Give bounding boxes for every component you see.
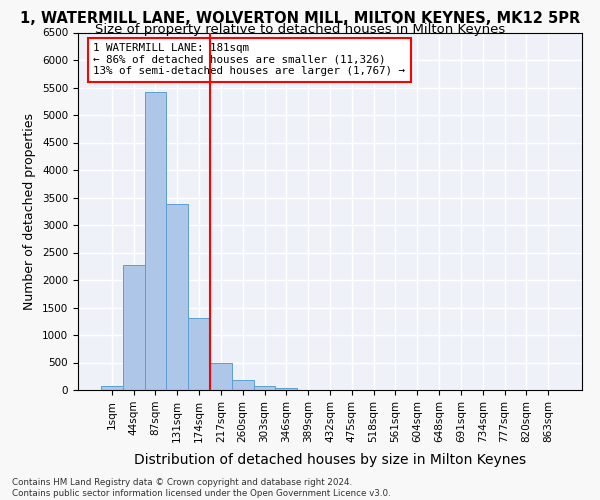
Text: 1, WATERMILL LANE, WOLVERTON MILL, MILTON KEYNES, MK12 5PR: 1, WATERMILL LANE, WOLVERTON MILL, MILTO… bbox=[20, 11, 580, 26]
Text: Size of property relative to detached houses in Milton Keynes: Size of property relative to detached ho… bbox=[95, 22, 505, 36]
Bar bbox=[123, 265, 145, 390]
Bar bbox=[101, 386, 123, 390]
Text: 1 WATERMILL LANE: 181sqm
← 86% of detached houses are smaller (11,326)
13% of se: 1 WATERMILL LANE: 181sqm ← 86% of detach… bbox=[93, 43, 405, 76]
X-axis label: Distribution of detached houses by size in Milton Keynes: Distribution of detached houses by size … bbox=[134, 453, 526, 467]
Bar bbox=[254, 386, 275, 390]
Bar bbox=[188, 318, 210, 390]
Y-axis label: Number of detached properties: Number of detached properties bbox=[23, 113, 37, 310]
Text: Contains HM Land Registry data © Crown copyright and database right 2024.
Contai: Contains HM Land Registry data © Crown c… bbox=[12, 478, 391, 498]
Bar bbox=[145, 92, 166, 390]
Bar bbox=[210, 363, 232, 390]
Bar bbox=[275, 388, 297, 390]
Bar bbox=[166, 204, 188, 390]
Bar bbox=[232, 380, 254, 390]
